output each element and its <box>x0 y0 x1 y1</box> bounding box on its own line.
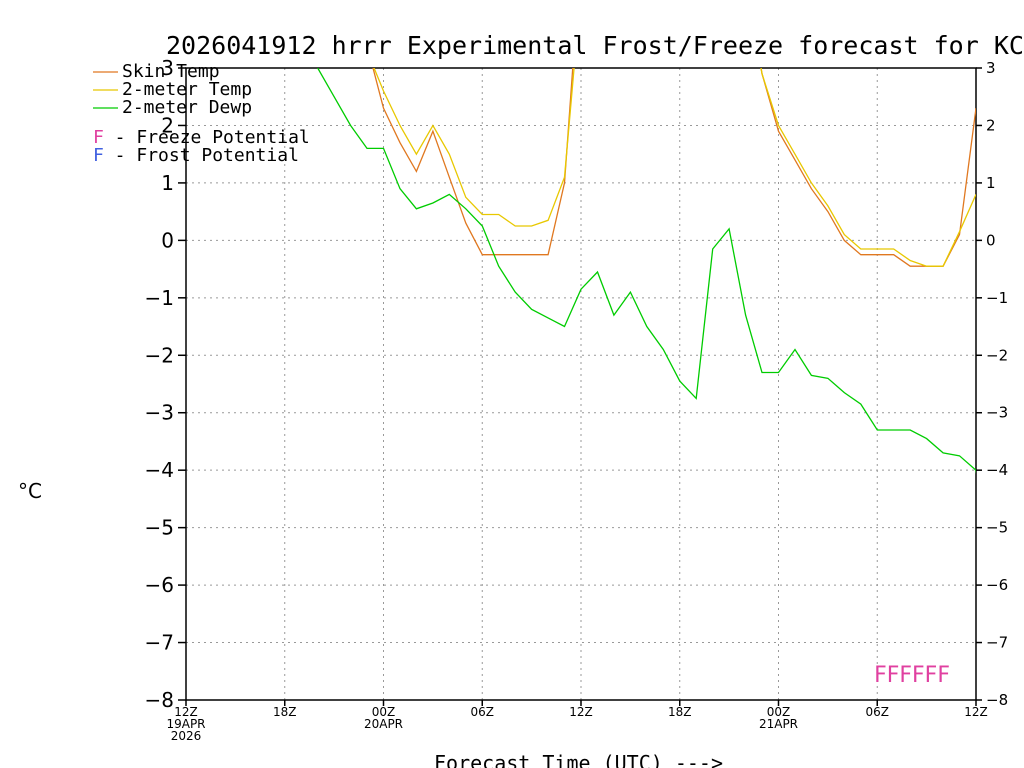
x-tick-label: 12Z <box>569 705 593 719</box>
series-line-2-meter-dewp <box>317 68 976 474</box>
y-axis-label: °C <box>18 479 42 503</box>
y-tick-label: 1 <box>161 171 174 195</box>
potential-symbol: F <box>93 127 104 148</box>
y-tick-label: 0 <box>161 228 174 252</box>
x-tick-label: 06Z <box>471 705 495 719</box>
legend-label: 2-meter Dewp <box>122 97 252 118</box>
freeze-potential-markers: FFFFFF <box>874 663 950 688</box>
y-tick-label: −7 <box>145 631 174 655</box>
y-tick-label-right: −4 <box>986 461 1008 479</box>
series-lines <box>317 68 976 474</box>
legend-label: 2-meter Temp <box>122 79 252 100</box>
y-tick-label: 3 <box>161 56 174 80</box>
x-tick-label: 12Z <box>174 705 198 719</box>
x-axis-label: Forecast Time (UTC) ---> <box>434 751 723 768</box>
y-tick-label-right: −1 <box>986 289 1008 307</box>
plot-frame <box>185 67 977 701</box>
potential-label: - Freeze Potential <box>104 127 310 148</box>
y-tick-label-right: 3 <box>986 59 996 77</box>
potential-legend-item: F - Freeze Potential <box>93 127 310 148</box>
series-line-2-meter-temp <box>373 68 976 267</box>
x-tick-label: 00Z <box>767 705 791 719</box>
series-line-skin-temp <box>372 68 976 267</box>
y-tick-label-right: −6 <box>986 576 1008 594</box>
x-tick-label: 2026 <box>171 729 202 743</box>
y-tick-label-right: −8 <box>986 691 1008 709</box>
y-axis-left: 3 2 1 0 −1 −2 −3 −4 −5 −6 −7 −8 <box>145 56 186 712</box>
x-tick-label: 06Z <box>866 705 890 719</box>
y-tick-label-right: −5 <box>986 519 1008 537</box>
y-tick-label: −5 <box>145 516 174 540</box>
potential-legend-item: F - Frost Potential <box>93 145 299 166</box>
x-tick-label: 18Z <box>273 705 297 719</box>
legend-label: Skin Temp <box>122 61 220 82</box>
y-tick-label-right: 2 <box>986 116 996 134</box>
y-tick-label-right: −3 <box>986 404 1008 422</box>
potential-label: - Frost Potential <box>104 145 299 166</box>
x-tick-label: 19APR <box>166 717 205 731</box>
x-tick-label: 20APR <box>364 717 403 731</box>
grid-lines <box>186 68 976 700</box>
y-tick-label: −4 <box>145 458 174 482</box>
y-tick-label: 2 <box>161 113 174 137</box>
potential-symbol: F <box>93 145 104 166</box>
y-tick-label-right: 1 <box>986 174 996 192</box>
y-tick-label: −6 <box>145 573 174 597</box>
y-tick-label: −1 <box>145 286 174 310</box>
y-tick-label: −3 <box>145 401 174 425</box>
y-tick-label: −2 <box>145 343 174 367</box>
x-tick-label: 18Z <box>668 705 692 719</box>
y-tick-label-right: 0 <box>986 231 996 249</box>
y-axis-right: 3 2 1 0 −1 −2 −3 −4 −5 −6 −7 −8 <box>976 59 1008 709</box>
x-tick-label: 00Z <box>372 705 396 719</box>
y-tick-label-right: −7 <box>986 634 1008 652</box>
x-tick-label: 12Z <box>964 705 988 719</box>
chart-title: 2026041912 hrrr Experimental Frost/Freez… <box>166 31 1024 60</box>
y-tick-label-right: −2 <box>986 346 1008 364</box>
y-tick-label: −8 <box>145 688 174 712</box>
x-tick-label: 21APR <box>759 717 798 731</box>
